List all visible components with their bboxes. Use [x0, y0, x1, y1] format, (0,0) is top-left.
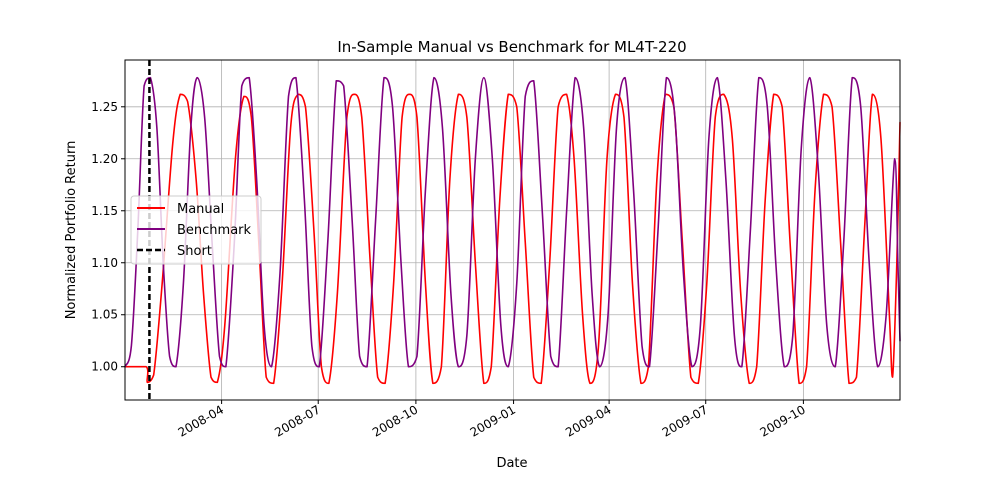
grid	[125, 60, 900, 400]
y-tick-label: 1.10	[91, 256, 118, 270]
y-tick-label: 1.15	[91, 204, 118, 218]
y-axis: 1.00 1.05 1.10 1.15 1.20 1.25	[91, 100, 125, 374]
legend-box	[130, 195, 262, 265]
legend-label-manual: Manual	[177, 202, 224, 217]
y-tick-label: 1.25	[91, 100, 118, 114]
chart-title: In-Sample Manual vs Benchmark for ML4T-2…	[337, 38, 686, 56]
plot-frame	[124, 59, 901, 401]
legend: Manual Benchmark Short	[130, 195, 262, 265]
series-line-manual	[124, 93, 901, 385]
y-axis-label: Normalized Portfolio Return	[64, 141, 79, 320]
series-layer	[124, 76, 901, 385]
y-tick-label: 1.00	[91, 360, 118, 374]
x-axis-label: Date	[496, 456, 527, 471]
legend-label-benchmark: Benchmark	[177, 223, 252, 238]
series-line-benchmark	[124, 76, 901, 368]
y-tick-label: 1.05	[91, 308, 118, 322]
y-tick-label: 1.20	[91, 152, 118, 166]
legend-label-short: Short	[177, 244, 212, 259]
